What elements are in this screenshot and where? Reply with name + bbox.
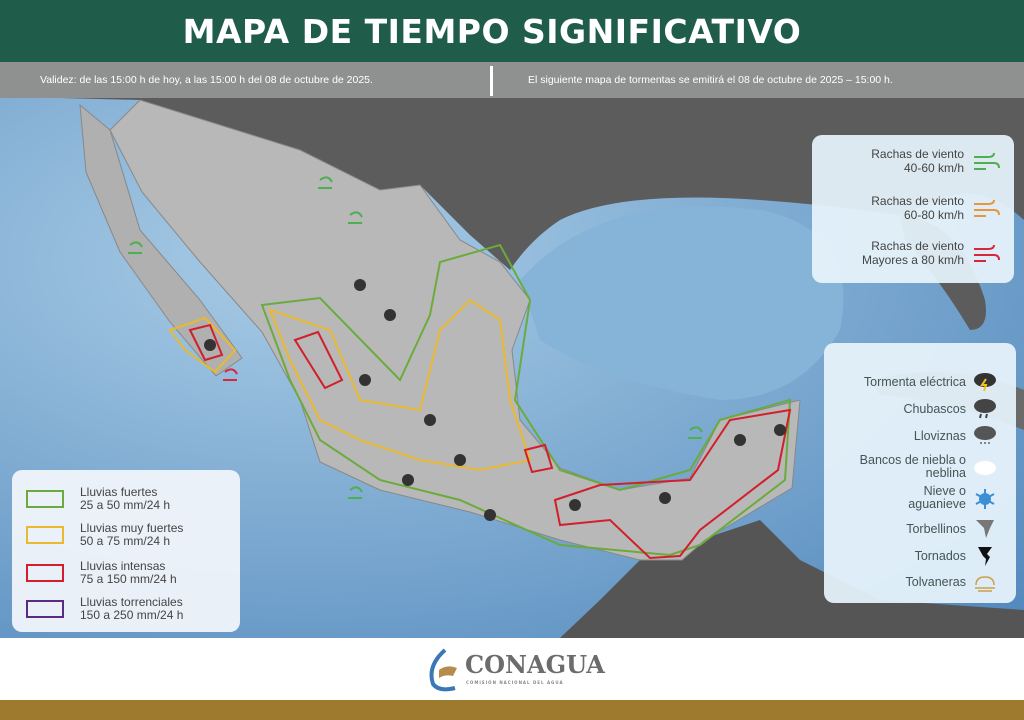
wind-legend: Rachas de viento 40-60 km/h Rachas de vie… xyxy=(812,135,1014,283)
rain-label: Lluvias intensas 75 a 150 mm/24 h xyxy=(80,560,177,586)
rain-swatch xyxy=(26,564,64,582)
rain-range: 75 a 150 mm/24 h xyxy=(80,572,177,586)
rain-label: Lluvias fuertes 25 a 50 mm/24 h xyxy=(80,486,170,512)
baja-california xyxy=(79,103,243,377)
thunderstorm-icon xyxy=(734,434,746,446)
weather-legend-item: Tormenta eléctrica xyxy=(863,375,966,389)
wind-legend-item: Rachas de viento 60-80 km/h xyxy=(871,194,964,222)
wind-gust-icon xyxy=(348,486,363,499)
validity-text: Validez: de las 15:00 h de hoy, a las 15… xyxy=(40,74,373,86)
wind-label: Rachas de viento xyxy=(871,239,964,253)
rain-swatch xyxy=(26,490,64,508)
gold-bar xyxy=(0,700,1024,720)
wind-gust-icon xyxy=(318,176,333,189)
next-issue-text: El siguiente mapa de tormentas se emitir… xyxy=(528,74,893,86)
info-bar: Validez: de las 15:00 h de hoy, a las 15… xyxy=(0,62,1024,98)
wind-legend-item: Rachas de viento Mayores a 80 km/h xyxy=(862,239,964,267)
wind-icons xyxy=(128,176,703,499)
weather-legend-item: Tolvaneras xyxy=(905,575,966,589)
weather-legend-item: Tornados xyxy=(914,549,966,563)
wind-gust-icon xyxy=(348,211,363,224)
drizzle-icon xyxy=(974,426,996,444)
conagua-logo: CONAGUA COMISIÓN NACIONAL DEL AGUA xyxy=(425,648,605,692)
rain-swatch xyxy=(26,600,64,618)
red-rain-zone-2 xyxy=(293,330,344,390)
rain-category: Lluvias intensas xyxy=(80,559,166,573)
weather-legend-item: Bancos de niebla o neblina xyxy=(859,453,966,480)
rain-category: Lluvias fuertes xyxy=(80,485,158,499)
red-rain-zone xyxy=(553,408,792,560)
red-rain-zone-3 xyxy=(188,323,224,362)
weather-legend-item: Chubascos xyxy=(903,402,966,416)
whirlwind-icon xyxy=(976,520,994,538)
dust-storm-icon xyxy=(975,576,995,592)
rain-legend: Lluvias fuertes 25 a 50 mm/24 h Lluvias m… xyxy=(12,470,240,632)
rain-swatch xyxy=(26,526,64,544)
footer: CONAGUA COMISIÓN NACIONAL DEL AGUA xyxy=(0,638,1024,700)
wind-gust-icon xyxy=(974,152,1000,170)
wind-gust-icon xyxy=(128,241,143,254)
logo-subtitle: COMISIÓN NACIONAL DEL AGUA xyxy=(466,680,564,685)
divider xyxy=(490,66,493,96)
thunderstorm-icon xyxy=(974,373,996,392)
wind-label: Rachas de viento xyxy=(871,194,964,208)
thunderstorm-icon xyxy=(384,309,396,321)
yellow-rain-zone-baja xyxy=(168,316,237,374)
fog-icon xyxy=(974,461,996,475)
wind-range: 40-60 km/h xyxy=(903,161,964,175)
title-bar: MAPA DE TIEMPO SIGNIFICATIVO xyxy=(0,0,1024,62)
snow-icon xyxy=(975,489,995,509)
weather-legend: Tormenta eléctrica Chubascos Lloviznas B… xyxy=(824,343,1016,603)
conagua-emblem-icon xyxy=(429,648,457,692)
thunderstorm-icon xyxy=(454,454,466,466)
wind-gust-icon xyxy=(974,244,1000,262)
thunderstorm-icon xyxy=(402,474,414,486)
usa-land xyxy=(0,98,1024,270)
wind-range: Mayores a 80 km/h xyxy=(861,253,964,267)
thunderstorm-icon xyxy=(359,374,371,386)
weather-legend-item: Nieve o aguanieve xyxy=(908,484,966,511)
page-title: MAPA DE TIEMPO SIGNIFICATIVO xyxy=(182,11,802,51)
tornado-icon xyxy=(978,547,992,566)
red-rain-zone-4 xyxy=(523,443,554,474)
rain-label: Lluvias muy fuertes 50 a 75 mm/24 h xyxy=(80,522,183,548)
rain-range: 25 a 50 mm/24 h xyxy=(80,498,171,512)
wind-range: 60-80 km/h xyxy=(903,208,964,222)
wind-gust-icon xyxy=(223,368,238,381)
thunderstorm-icon xyxy=(569,499,581,511)
wind-gust-icon xyxy=(688,426,703,439)
weather-legend-item: Lloviznas xyxy=(913,429,966,443)
thunderstorm-icon xyxy=(659,492,671,504)
wind-label: Rachas de viento xyxy=(871,147,964,161)
wind-legend-item: Rachas de viento 40-60 km/h xyxy=(871,147,964,175)
rain-category: Lluvias torrenciales xyxy=(80,595,183,609)
thunderstorm-icon xyxy=(354,279,366,291)
logo-text: CONAGUA xyxy=(465,650,605,679)
green-rain-zone xyxy=(260,243,792,557)
rain-category: Lluvias muy fuertes xyxy=(80,521,184,535)
rain-range: 150 a 250 mm/24 h xyxy=(80,608,184,622)
thunderstorm-icon xyxy=(484,509,496,521)
thunderstorm-icon xyxy=(774,424,786,436)
thunderstorm-icon xyxy=(204,339,216,351)
weather-legend-item: Torbellinos xyxy=(906,522,966,536)
thunderstorm-icon xyxy=(424,414,436,426)
showers-icon xyxy=(974,399,996,419)
rain-label: Lluvias torrenciales 150 a 250 mm/24 h xyxy=(80,596,183,622)
wind-gust-icon xyxy=(974,199,1000,217)
storm-icons xyxy=(204,279,786,521)
yellow-rain-zone xyxy=(268,298,532,472)
gulf-shelf xyxy=(520,206,844,400)
rain-range: 50 a 75 mm/24 h xyxy=(80,534,171,548)
